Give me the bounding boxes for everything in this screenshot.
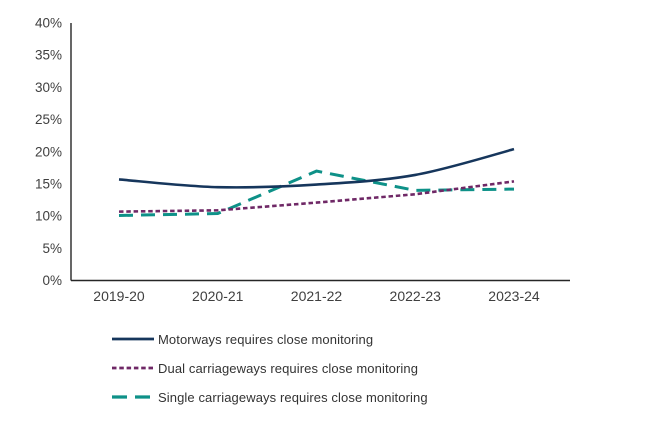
y-tick-label: 15% bbox=[35, 176, 62, 191]
y-tick-label: 30% bbox=[35, 80, 62, 95]
y-tick-label: 10% bbox=[35, 209, 62, 224]
legend-item-dual-carriageways: Dual carriageways requires close monitor… bbox=[112, 358, 428, 378]
legend-swatch-long-dash-line bbox=[112, 395, 154, 399]
legend-label-single-carriageways: Single carriageways requires close monit… bbox=[158, 389, 428, 405]
legend-label-motorways: Motorways requires close monitoring bbox=[158, 331, 374, 347]
y-tick-label: 35% bbox=[35, 48, 62, 63]
series-line-0 bbox=[118, 147, 515, 189]
legend-label-dual-carriageways: Dual carriageways requires close monitor… bbox=[158, 360, 419, 376]
legend-item-single-carriageways: Single carriageways requires close monit… bbox=[112, 387, 428, 407]
legend-swatch-solid-line bbox=[112, 337, 154, 341]
series-line-1 bbox=[118, 180, 515, 213]
x-tick-label: 2022-23 bbox=[390, 288, 442, 304]
y-tick-label: 25% bbox=[35, 112, 62, 127]
x-tick-label: 2021-22 bbox=[291, 288, 343, 304]
y-tick-label: 5% bbox=[42, 241, 62, 256]
y-tick-label: 0% bbox=[42, 273, 62, 288]
x-tick-label: 2020-21 bbox=[192, 288, 244, 304]
x-tick-label: 2019-20 bbox=[93, 288, 145, 304]
x-tick-label: 2023-24 bbox=[488, 288, 540, 304]
legend: Motorways requires close monitoring Dual… bbox=[112, 329, 428, 407]
y-tick-label: 40% bbox=[35, 16, 62, 31]
y-tick-label: 20% bbox=[35, 144, 62, 159]
legend-item-motorways: Motorways requires close monitoring bbox=[112, 329, 428, 349]
series-line-2 bbox=[118, 169, 515, 217]
legend-swatch-short-dash-line bbox=[112, 366, 154, 370]
